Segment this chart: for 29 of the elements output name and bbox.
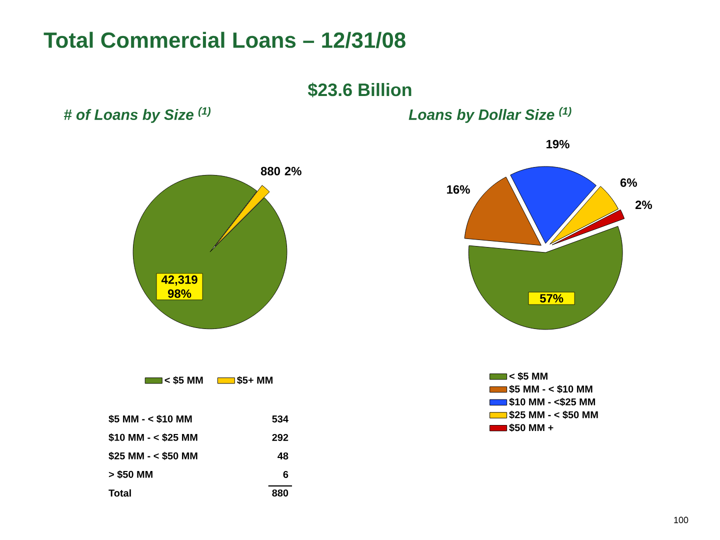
data-label: 57% [540,294,564,303]
text: > $50 MM [108,470,152,479]
text: $25 MM - < $50 MM [108,452,198,460]
data-label: 880 2% [260,166,302,176]
legend-label: $10 MM - <$25 MM [509,398,596,406]
legend-label: $25 MM - < $50 MM [509,410,598,419]
data-label: 2% [635,200,652,210]
text: 534 [272,415,288,423]
legend-label: $50 MM + [509,424,554,432]
chart-title: Loans by Dollar Size $^{(1)}$ [408,107,572,123]
text: Total [108,489,131,497]
text: 292 [272,434,288,442]
legend-label: $5 MM - < $10 MM [509,385,592,394]
chart-subtitle: # of Loans by Size $^{(1)}$ [64,107,211,123]
data-label: 16% [447,185,470,194]
text: $10 MM - < $25 MM [108,433,198,442]
text: 100 [674,516,688,524]
data-label: 19% [546,140,570,148]
text: 48 [278,452,288,460]
text: 880 [272,489,288,497]
text: 6 [283,470,288,478]
data-label: 6% [620,178,637,187]
legend-label: $5+ MM [237,376,272,384]
chart-title: Total Commercial Loans – 12/31/08 [44,32,406,48]
chart-subtitle: $23.6 Billion [308,82,412,98]
data-label: 42,319 98% [161,275,198,298]
text: $5 MM - < $10 MM [108,414,192,424]
legend-label: < $5 MM [509,372,548,380]
legend-label: < $5 MM [164,376,203,384]
